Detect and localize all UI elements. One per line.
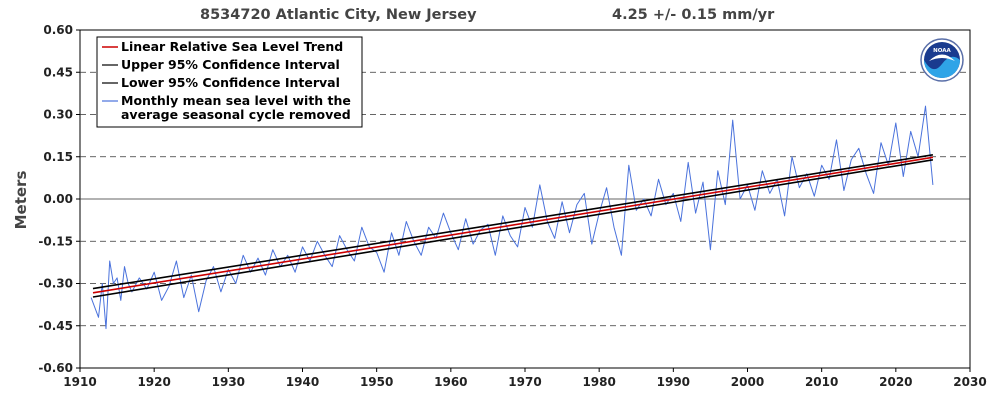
x-tick-label: 1950 — [360, 375, 393, 389]
data-series — [90, 105, 934, 330]
y-tick-label: 0.00 — [43, 192, 73, 206]
legend-label-monthly-line1: Monthly mean sea level with the — [121, 93, 351, 108]
x-tick-label: 1940 — [286, 375, 319, 389]
trend-rate-label: 4.25 +/- 0.15 mm/yr — [612, 7, 775, 23]
x-tick-label: 2030 — [953, 375, 986, 389]
x-tick-label: 1930 — [212, 375, 245, 389]
y-tick-label: 0.15 — [43, 150, 73, 164]
x-tick-label: 2010 — [805, 375, 838, 389]
x-tick-label: 1980 — [582, 375, 615, 389]
grid-lines — [80, 71, 970, 327]
y-tick-label: 0.60 — [43, 23, 73, 37]
x-tick-label: 2020 — [879, 375, 912, 389]
y-axis-ticks: -0.60 -0.45 -0.30 -0.15 0.00 0.15 0.30 0.45 0.60 — [38, 23, 80, 375]
y-tick-label: 0.45 — [43, 65, 73, 79]
x-tick-label: 1910 — [63, 375, 96, 389]
y-tick-label: -0.30 — [38, 277, 73, 291]
upper-confidence-interval-line — [92, 153, 934, 290]
x-tick-label: 2000 — [731, 375, 764, 389]
legend-label-trend: Linear Relative Sea Level Trend — [121, 39, 343, 54]
y-tick-label: 0.30 — [43, 108, 73, 122]
x-tick-label: 1990 — [657, 375, 690, 389]
x-tick-label: 1920 — [137, 375, 170, 389]
noaa-logo-text: NOAA — [933, 48, 951, 54]
x-tick-label: 1960 — [434, 375, 467, 389]
y-tick-label: -0.60 — [38, 361, 73, 375]
x-tick-label: 1970 — [508, 375, 541, 389]
noaa-logo-icon: NOAA — [920, 38, 964, 82]
y-tick-label: -0.15 — [38, 234, 73, 248]
lower-confidence-interval-line — [92, 159, 934, 298]
legend-label-lower-ci: Lower 95% Confidence Interval — [121, 75, 340, 90]
legend-label-monthly: Monthly mean sea level with the average … — [121, 93, 355, 122]
y-axis-label: Meters — [12, 171, 30, 230]
linear-trend-line — [92, 156, 934, 294]
legend-box — [96, 36, 363, 128]
legend-label-upper-ci: Upper 95% Confidence Interval — [121, 57, 340, 72]
noaa-logo-wave — [924, 56, 960, 78]
legend-label-monthly-line2: average seasonal cycle removed — [121, 107, 351, 122]
monthly-mean-series-line — [90, 105, 934, 330]
noaa-logo-gull — [929, 54, 955, 61]
chart-title: 8534720 Atlantic City, New Jersey — [200, 7, 477, 23]
y-tick-label: -0.45 — [38, 319, 73, 333]
x-axis-ticks: 1910 1920 1930 1940 1950 1960 1970 1980 1990 2000… — [63, 368, 987, 389]
legend: Linear Relative Sea Level Trend Upper 95… — [96, 36, 363, 128]
